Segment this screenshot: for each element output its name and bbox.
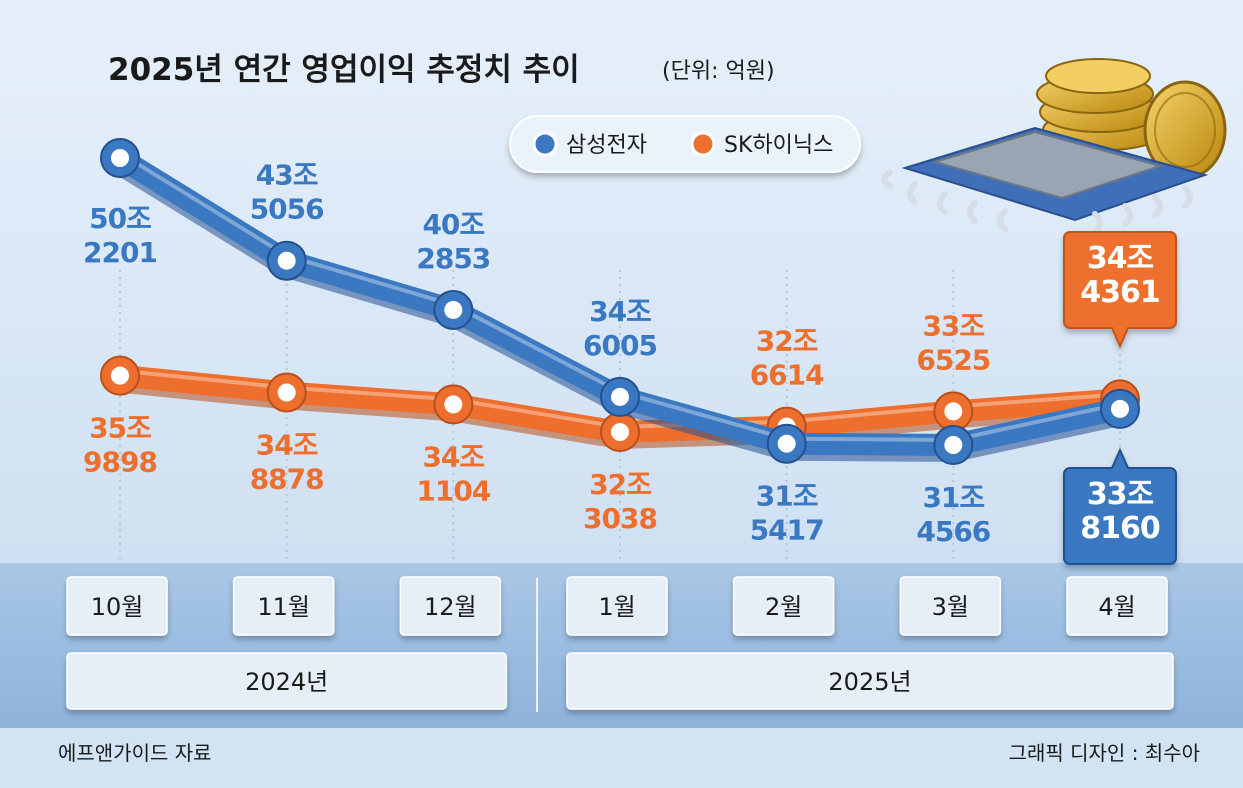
legend-label-samsung: 삼성전자: [566, 133, 647, 158]
x-tick-box: [1066, 576, 1168, 636]
data-label-samsung: 5417: [750, 514, 824, 547]
data-point-center: [944, 402, 963, 421]
legend-label-sk-hynix: SK하이닉스: [724, 133, 833, 158]
data-point-center: [611, 423, 629, 442]
data-point-center: [1111, 399, 1129, 418]
coin-upright-inner: [1154, 92, 1216, 168]
callout-samsung: [1063, 447, 1177, 565]
data-label-samsung: 50조: [89, 202, 151, 235]
credit-note: 그래픽 디자인 : 최수아: [1009, 741, 1200, 765]
chip-die: [931, 130, 1164, 200]
callout-sk-hynix: [1063, 231, 1177, 349]
data-label-samsung: 33조: [1087, 477, 1154, 512]
data-label-sk-hynix: 33조: [922, 309, 984, 342]
source-note: 에프앤가이드 자료: [58, 741, 212, 765]
year-group-box: [566, 652, 1174, 710]
x-tick-box: [232, 576, 335, 636]
data-point-center: [444, 395, 463, 414]
x-tick-box: [899, 576, 1002, 636]
data-label-sk-hynix: 32조: [589, 468, 651, 501]
year-group-box: [66, 652, 508, 710]
x-tick-label: 10월: [91, 593, 144, 621]
data-label-samsung: 31조: [922, 481, 984, 514]
data-label-samsung: 2853: [416, 242, 490, 275]
data-point-center: [444, 300, 463, 319]
data-point-center: [111, 149, 129, 167]
data-label-sk-hynix: 4361: [1080, 275, 1160, 310]
data-label-samsung: 4566: [916, 515, 990, 548]
data-label-sk-hynix: 1104: [416, 474, 490, 507]
data-label-sk-hynix: 6614: [750, 359, 824, 392]
data-label-sk-hynix: 34조: [256, 429, 318, 462]
x-tick-label: 1월: [598, 593, 635, 621]
legend-box: [509, 115, 861, 173]
data-label-samsung: 5056: [250, 193, 324, 226]
data-label-sk-hynix: 3038: [583, 502, 657, 535]
data-label-sk-hynix: 6525: [916, 343, 990, 376]
legend: 삼성전자 SK하이닉스: [509, 115, 861, 173]
data-label-sk-hynix: 9898: [83, 446, 157, 479]
data-point-center: [777, 434, 796, 453]
x-tick-label: 11월: [257, 593, 310, 621]
data-point-center: [277, 251, 296, 270]
data-label-samsung: 2201: [83, 236, 157, 269]
legend-marker-samsung: [532, 131, 558, 157]
data-label-samsung: 43조: [256, 159, 318, 192]
x-axis: 10월 11월 12월 1월 2월 3월 4월 2024년 2025년: [66, 576, 1174, 710]
x-tick-label: 4월: [1098, 593, 1135, 621]
x-tick-box: [732, 576, 835, 636]
data-label-sk-hynix: 34조: [422, 440, 484, 473]
data-label-samsung: 40조: [422, 208, 484, 241]
legend-marker-sk-hynix: [690, 131, 716, 157]
x-tick-label: 12월: [424, 593, 477, 621]
x-tick-box: [566, 576, 668, 636]
data-point-center: [944, 436, 963, 454]
data-point-center: [277, 383, 296, 402]
data-label-sk-hynix: 35조: [89, 412, 151, 445]
data-label-sk-hynix: 34조: [1087, 241, 1154, 276]
year-group-label: 2025년: [828, 668, 911, 696]
x-tick-box: [399, 576, 502, 636]
chart-background: [0, 0, 1243, 565]
x-tick-box: [66, 576, 168, 636]
unit-note: (단위: 억원): [662, 59, 775, 84]
chip-coin-illustration: [881, 58, 1227, 235]
year-group-label: 2024년: [245, 668, 328, 696]
series-layer: [100, 138, 1140, 465]
data-point-center: [611, 387, 629, 406]
footer-background: [0, 728, 1243, 788]
data-point-center: [111, 366, 129, 385]
x-tick-label: 2월: [765, 593, 802, 621]
data-label-sk-hynix: 8878: [250, 463, 324, 496]
data-label-samsung: 34조: [589, 295, 651, 328]
coin: [1045, 58, 1151, 94]
data-label-sk-hynix: 32조: [756, 325, 818, 358]
data-label-samsung: 6005: [583, 329, 657, 362]
x-tick-label: 3월: [932, 593, 969, 621]
data-label-samsung: 31조: [756, 480, 818, 513]
chip-pins: [881, 169, 1193, 235]
data-label-samsung: 8160: [1080, 511, 1160, 546]
chart-title: 2025년 연간 영업이익 추정치 추이: [108, 52, 580, 88]
